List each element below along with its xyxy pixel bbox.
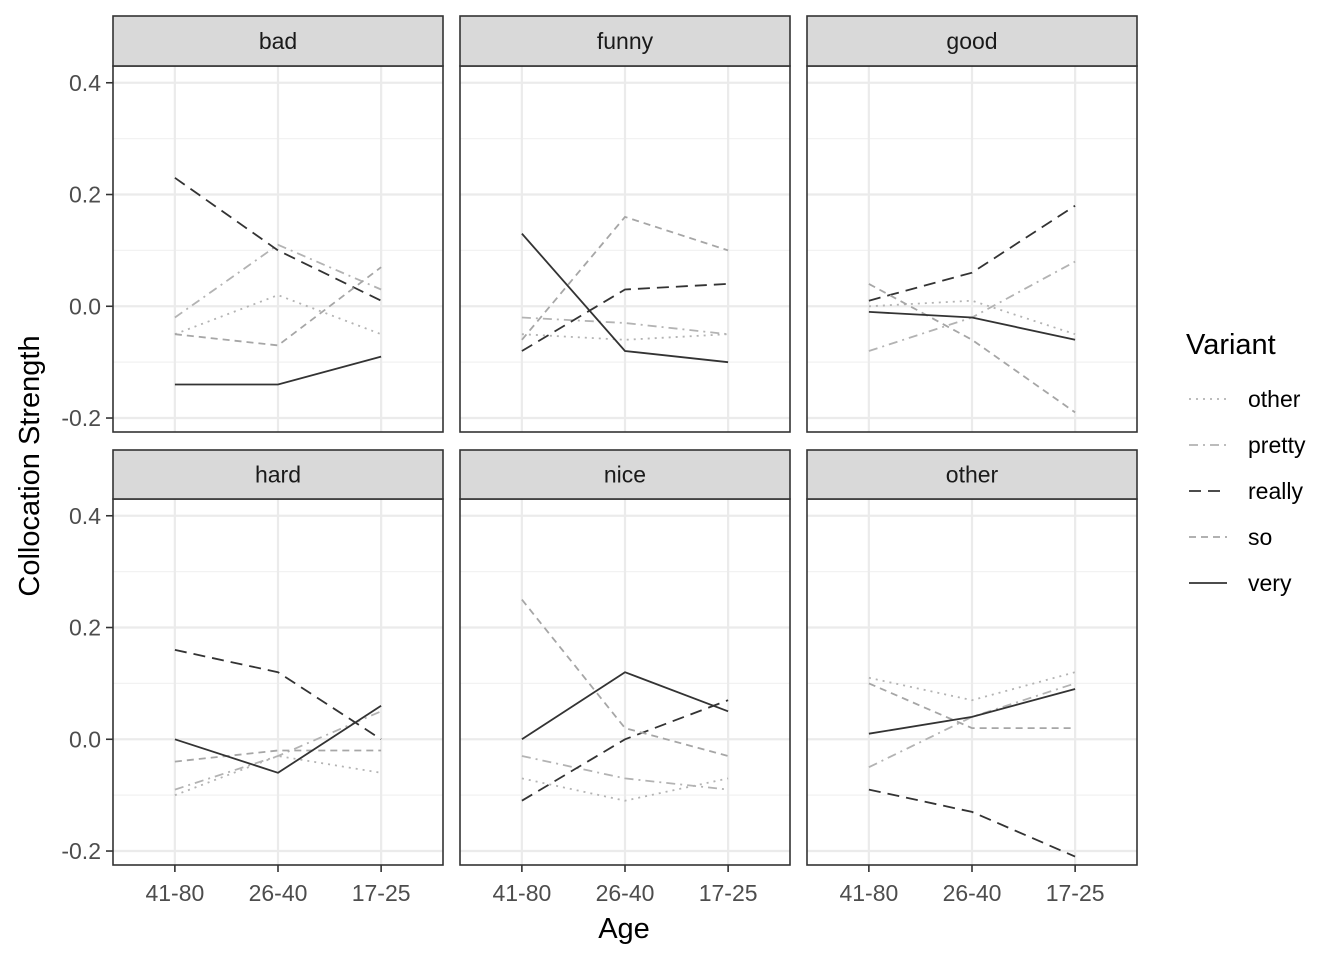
y-tick-label: 0.0 [69, 293, 101, 319]
x-tick-label: 26-40 [596, 880, 655, 906]
series-line-pretty [521, 755, 729, 791]
x-tick-label: 41-80 [839, 880, 898, 906]
series-line-very [868, 688, 1076, 735]
facet-strip-label: other [946, 462, 999, 488]
series-line-very [174, 704, 382, 774]
series-line-very [174, 355, 382, 386]
series-line-pretty [174, 710, 382, 791]
series-line-really [868, 788, 1076, 858]
panels: bad funny good hard nice other [112, 15, 1138, 866]
series-line-so [868, 283, 1076, 414]
series-line-very [868, 311, 1076, 341]
facet-strip [459, 449, 791, 500]
x-tick-label: 17-25 [1046, 880, 1105, 906]
facet-strip-label: good [946, 28, 997, 54]
series-line-really [521, 699, 729, 802]
series-line-very [521, 233, 729, 364]
y-tick-label: -0.2 [61, 405, 101, 431]
legend-label: really [1248, 478, 1303, 504]
series-line-so [521, 599, 729, 757]
series-line-really [521, 283, 729, 352]
x-tick-label: 26-40 [249, 880, 308, 906]
x-tick-label: 26-40 [943, 880, 1002, 906]
facet-strip-label: bad [259, 28, 297, 54]
legend-item-pretty: pretty [1189, 432, 1306, 458]
series-line-so [868, 682, 1076, 729]
legend-item-very: very [1189, 570, 1292, 596]
series-line-really [868, 204, 1076, 302]
legend-label: very [1248, 570, 1292, 596]
facet-strip-label: nice [604, 462, 646, 488]
panel-funny: funny [459, 15, 791, 433]
y-tick-label: -0.2 [61, 838, 101, 864]
x-tick-label: 17-25 [699, 880, 758, 906]
series-line-so [521, 215, 729, 341]
series-line-so [174, 749, 382, 763]
y-tick-label: 0.4 [69, 503, 101, 529]
facet-strip [112, 449, 444, 500]
y-tick-label: 0.0 [69, 726, 101, 752]
legend-item-so: so [1189, 524, 1272, 550]
series-line-other [868, 671, 1076, 702]
series-line-really [174, 177, 382, 302]
panel-good: good [806, 15, 1138, 433]
panel-hard: hard [112, 449, 444, 866]
series-line-very [521, 671, 729, 741]
facet-strip [459, 15, 791, 67]
x-tick-label: 17-25 [352, 880, 411, 906]
y-tick-label: 0.4 [69, 70, 101, 96]
legend-label: so [1248, 524, 1272, 550]
y-tick-label: 0.2 [69, 615, 101, 641]
legend-item-other: other [1189, 386, 1301, 412]
facet-strip-label: funny [597, 28, 654, 54]
legend-title: Variant [1186, 329, 1276, 361]
y-tick-label: 0.2 [69, 182, 101, 208]
facet-strip [112, 15, 444, 67]
series-line-pretty [174, 243, 382, 319]
legend: Variant other pretty really so very [1186, 329, 1306, 596]
x-axis-title: Age [598, 913, 650, 945]
facet-strip [806, 449, 1138, 500]
series-line-pretty [521, 316, 729, 336]
panel-bad: bad [112, 15, 444, 433]
series-line-really [174, 649, 382, 741]
series-line-other [174, 755, 382, 797]
axes: -0.2 0.0 0.2 0.4 -0.2 0.0 0.2 0.4 41-80 26-40 17-2… [61, 70, 1104, 906]
panel-other: other [806, 449, 1138, 866]
legend-label: other [1248, 386, 1301, 412]
panel-nice: nice [459, 449, 791, 866]
legend-label: pretty [1248, 432, 1306, 458]
legend-item-really: really [1189, 478, 1303, 504]
series-line-other [868, 299, 1076, 336]
facet-strip [806, 15, 1138, 67]
y-axis-title: Collocation Strength [14, 335, 46, 596]
x-tick-label: 41-80 [145, 880, 204, 906]
facet-strip-label: hard [255, 462, 301, 488]
x-tick-label: 41-80 [492, 880, 551, 906]
series-line-other [174, 294, 382, 336]
